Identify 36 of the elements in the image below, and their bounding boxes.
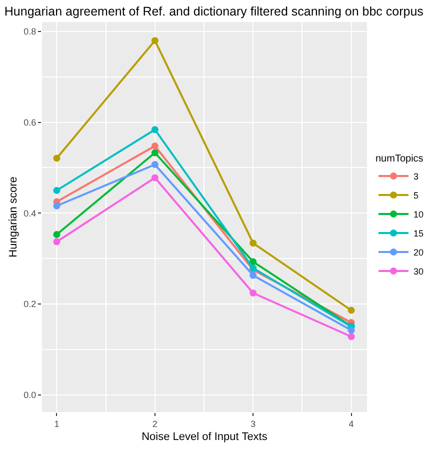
legend-label: 20 <box>414 248 424 258</box>
point <box>250 290 257 297</box>
y-tick-label: 0.0 <box>24 390 36 400</box>
point <box>151 37 158 44</box>
point <box>53 238 60 246</box>
point <box>151 174 158 182</box>
point <box>348 306 355 314</box>
x-tick-label: 4 <box>348 418 354 429</box>
point <box>53 230 60 238</box>
point <box>53 186 60 194</box>
legend-label: 5 <box>414 190 419 201</box>
y-axis-title: Hungarian score <box>7 176 20 258</box>
x-tick-label: 1 <box>54 418 60 429</box>
y-tick-label: 0.6 <box>24 117 36 128</box>
point <box>151 161 158 168</box>
y-tick-label: 0.2 <box>24 299 36 310</box>
point <box>250 240 257 247</box>
point <box>53 154 60 162</box>
legend-label: 3 <box>414 172 419 182</box>
y-tick-label: 0.4 <box>24 208 36 218</box>
point <box>151 142 158 150</box>
y-tick-label: 0.8 <box>24 26 36 37</box>
point <box>250 272 257 279</box>
point <box>151 126 158 134</box>
point <box>53 202 60 210</box>
point <box>348 333 355 340</box>
chart-title: Hungarian agreement of Ref. and dictionary filtered scanning on bbc corpus <box>4 4 424 19</box>
point <box>151 149 158 156</box>
point <box>348 326 355 334</box>
x-axis-title: Noise Level of Input Texts <box>142 431 268 443</box>
legend-label: 30 <box>414 266 424 277</box>
x-tick-label: 2 <box>152 418 158 429</box>
x-tick-label: 3 <box>250 418 256 429</box>
legend-title: numTopics <box>376 154 424 164</box>
legend-label: 10 <box>414 210 424 220</box>
legend-label: 15 <box>414 228 424 239</box>
